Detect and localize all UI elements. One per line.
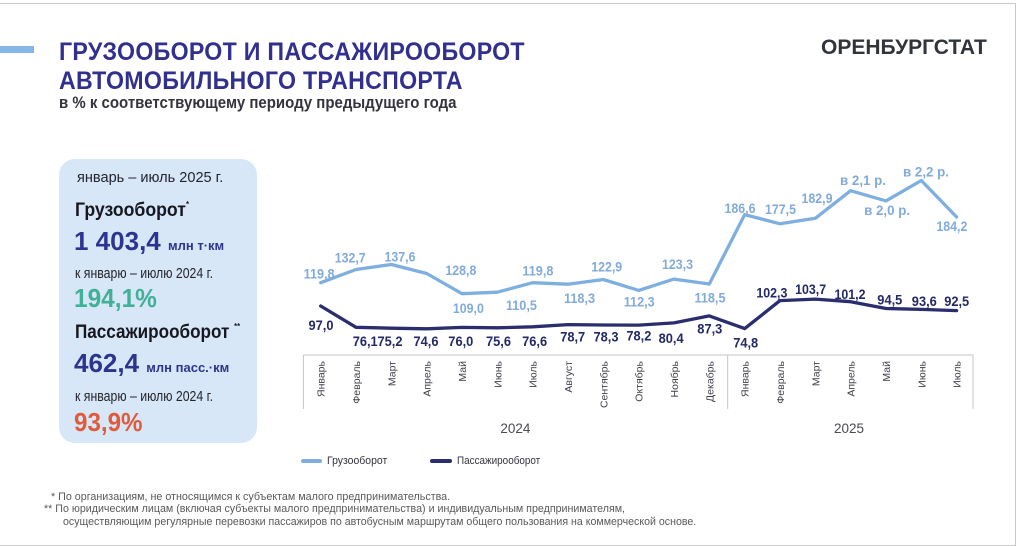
svg-text:177,5: 177,5 [765,201,796,217]
svg-text:110,5: 110,5 [506,297,537,313]
svg-text:137,6: 137,6 [385,249,416,265]
svg-text:Январь: Январь [316,360,328,397]
svg-text:182,9: 182,9 [802,190,833,206]
svg-text:119,8: 119,8 [304,266,335,282]
svg-text:Январь: Январь [740,360,752,397]
svg-text:Август: Август [563,361,575,393]
svg-text:Июнь: Июнь [916,360,928,387]
svg-text:78,7: 78,7 [560,329,585,345]
svg-text:Октябрь: Октябрь [634,360,646,401]
svg-text:76,0: 76,0 [448,333,473,349]
svg-text:Февраль: Февраль [775,360,787,403]
svg-text:76,6: 76,6 [522,333,547,349]
svg-text:87,3: 87,3 [697,321,722,337]
svg-text:101,2: 101,2 [835,286,866,302]
svg-text:75,2: 75,2 [378,333,403,349]
svg-text:Июнь: Июнь [492,360,504,387]
svg-text:2025: 2025 [834,421,864,436]
svg-text:Март: Март [810,361,822,386]
svg-text:Май: Май [881,361,893,382]
svg-text:118,3: 118,3 [564,290,595,306]
svg-text:94,5: 94,5 [877,291,902,307]
svg-text:Февраль: Февраль [351,360,363,403]
svg-text:в 2,1 р.: в 2,1 р. [840,172,886,188]
svg-text:74,6: 74,6 [414,333,439,349]
svg-text:2024: 2024 [500,421,531,436]
svg-text:Сентябрь: Сентябрь [598,360,610,408]
svg-text:в 2,0 р.: в 2,0 р. [864,202,910,218]
svg-text:93,6: 93,6 [912,293,937,309]
svg-text:78,2: 78,2 [626,327,651,343]
svg-text:102,3: 102,3 [756,285,787,301]
svg-text:Июль: Июль [528,360,540,387]
svg-text:132,7: 132,7 [335,250,366,266]
svg-text:112,3: 112,3 [624,293,655,309]
svg-text:184,2: 184,2 [936,218,967,234]
svg-text:Декабрь: Декабрь [704,360,716,401]
svg-text:97,0: 97,0 [309,317,334,333]
svg-text:Май: Май [457,361,469,382]
svg-text:Апрель: Апрель [422,360,434,396]
svg-text:119,8: 119,8 [522,263,553,279]
svg-text:118,5: 118,5 [695,289,726,305]
svg-text:75,6: 75,6 [486,333,511,349]
svg-text:80,4: 80,4 [659,330,684,346]
svg-text:128,8: 128,8 [445,262,476,278]
svg-text:122,9: 122,9 [591,258,622,274]
svg-text:109,0: 109,0 [453,300,484,316]
svg-text:186,6: 186,6 [725,200,756,216]
svg-text:Март: Март [386,361,398,386]
svg-text:в 2,2 р.: в 2,2 р. [903,164,949,180]
svg-text:76,1: 76,1 [353,333,378,349]
svg-text:103,7: 103,7 [795,281,826,297]
svg-text:123,3: 123,3 [662,256,693,272]
svg-text:92,5: 92,5 [944,293,969,309]
svg-text:74,8: 74,8 [733,335,758,351]
svg-text:Апрель: Апрель [846,360,858,396]
svg-text:78,3: 78,3 [594,329,619,345]
svg-text:Июль: Июль [952,360,964,387]
svg-text:Ноябрь: Ноябрь [669,360,681,397]
